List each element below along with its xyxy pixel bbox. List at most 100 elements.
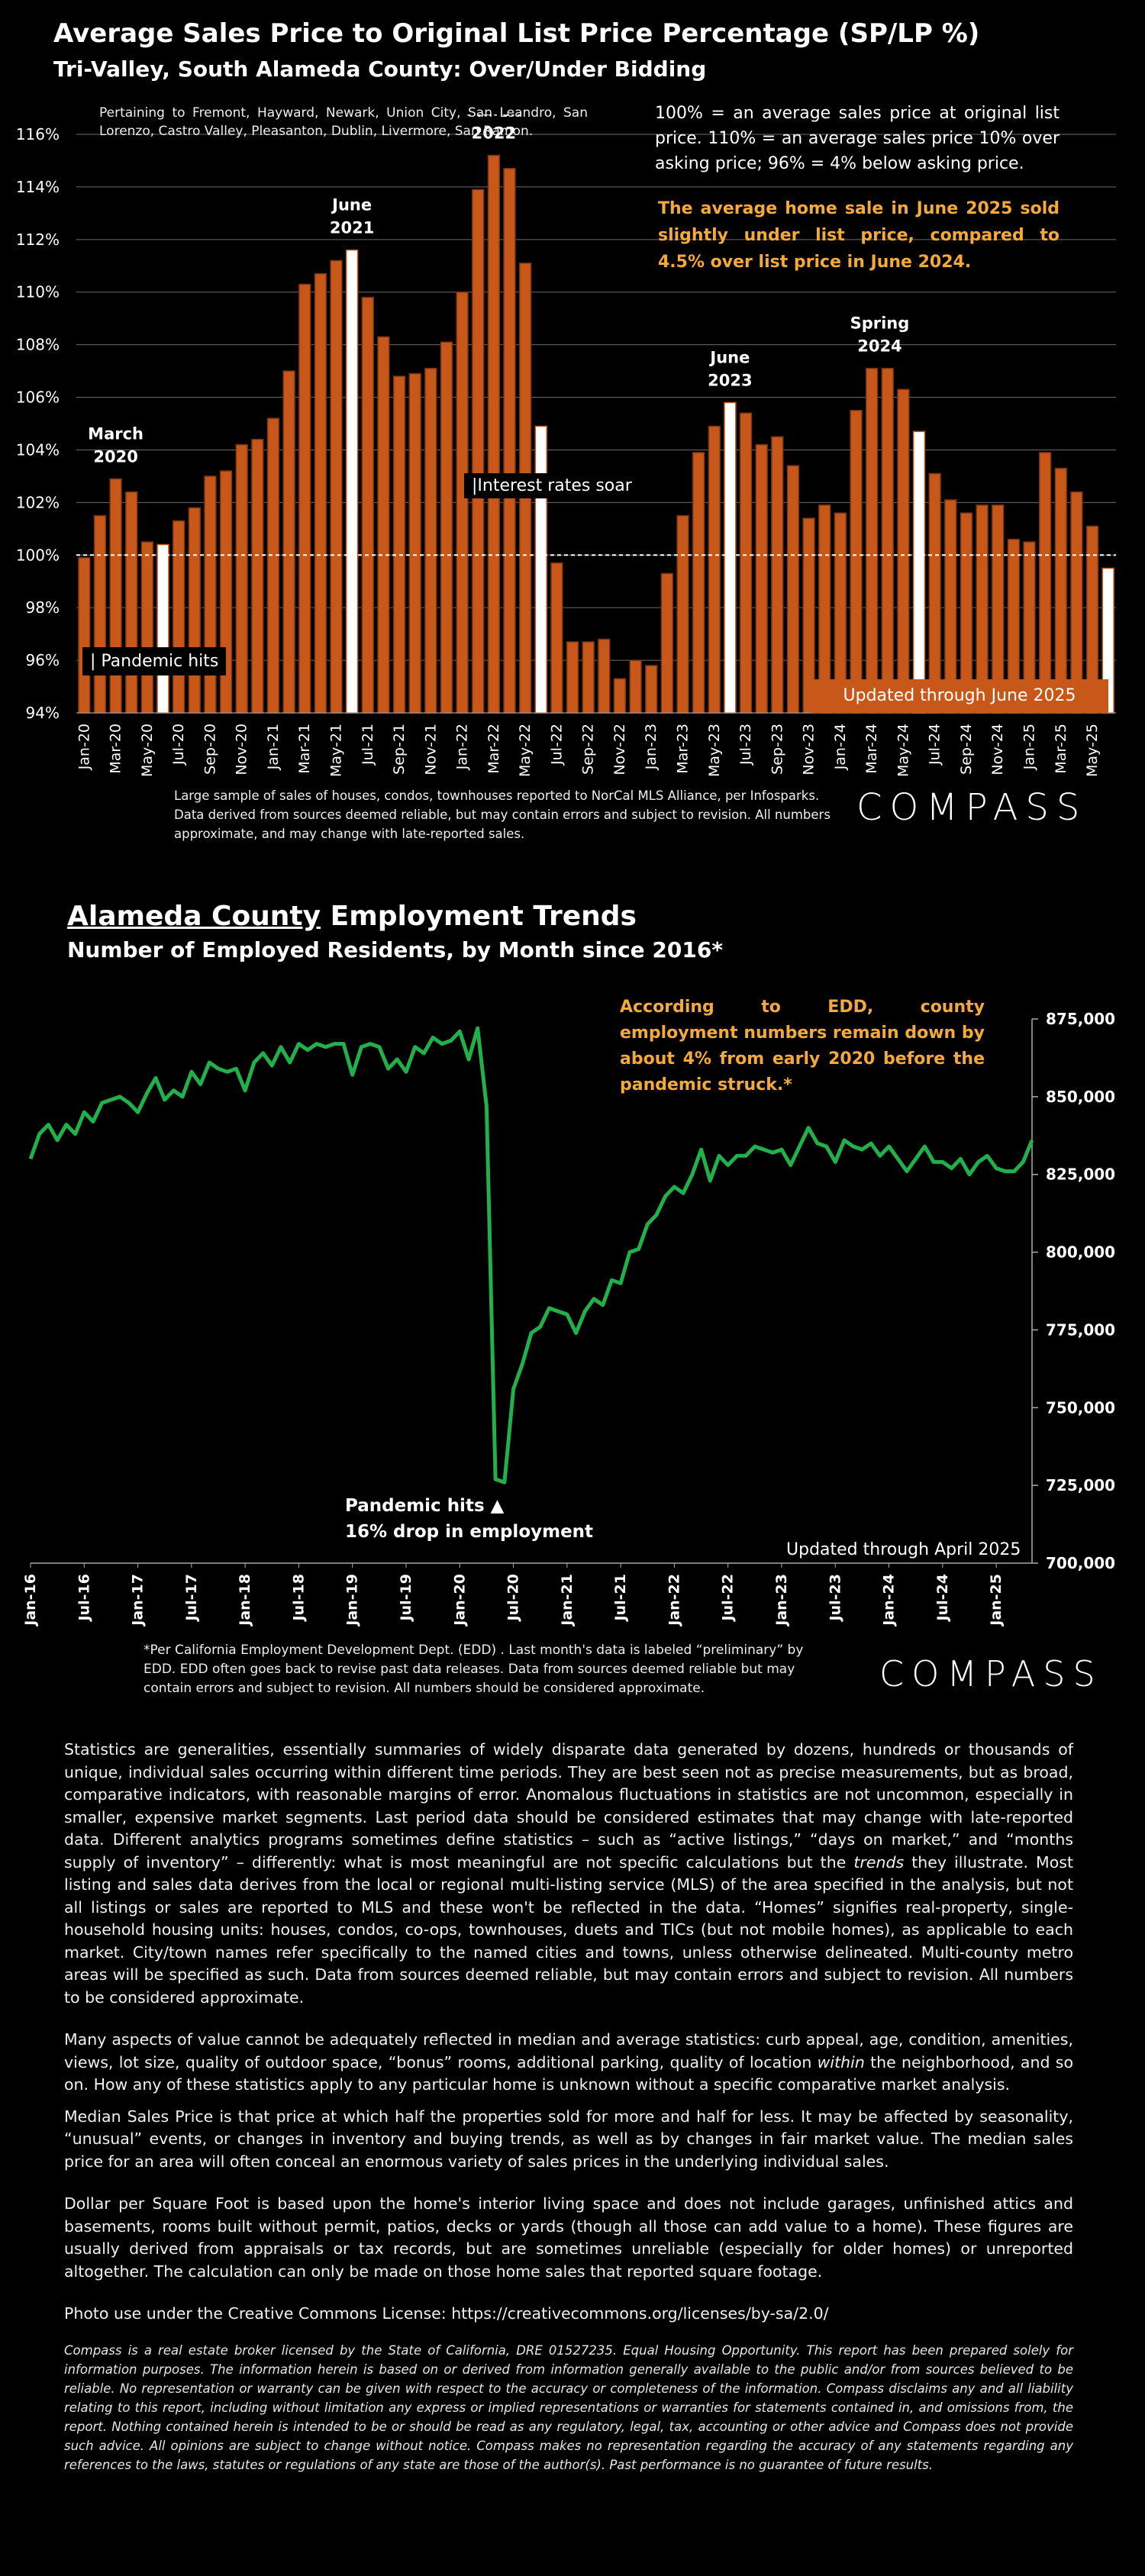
chart1-source: Large sample of sales of houses, condos,… (174, 788, 831, 841)
x-tick-label: Mar-21 (296, 724, 313, 774)
explainer-note: 100% = an average sales price at origina… (655, 104, 1060, 173)
peak-label-line1: June (708, 348, 750, 366)
bar-Aug-23 (755, 443, 768, 714)
sp-lp-bar-chart: 94% 96% 98% 100% 102% 104% 106% 108% 110% 112% 114… (16, 114, 1116, 777)
x-tick-label: Jul-19 (398, 1574, 414, 1622)
peak-label: Spring 2024 (850, 314, 910, 356)
bar-Jun-24 (912, 430, 926, 714)
bar-Feb-20 (93, 514, 107, 714)
bar-Feb-24 (850, 410, 863, 714)
disclaimer-p2-a: Many aspects of value cannot be adequate… (64, 2030, 1073, 2071)
peak-label-line1: March (466, 114, 521, 120)
x-tick-label: Jul-23 (737, 724, 754, 766)
bar-May-24 (897, 388, 910, 714)
updated-label-1: Updated through June 2025 (843, 686, 1076, 705)
y-tick-label: 114% (16, 178, 60, 196)
bar-Jun-22 (534, 425, 547, 714)
bar-Apr-22 (503, 168, 516, 714)
bar-Feb-23 (660, 572, 674, 714)
bar-Mar-25 (1054, 467, 1067, 714)
x-tick-label: Sep-21 (391, 724, 408, 775)
bar-Oct-23 (786, 465, 800, 714)
x-tick-label: Mar-25 (1053, 724, 1069, 774)
x-tick-label: Jul-24 (934, 1574, 951, 1622)
peak-label: June 2021 (330, 196, 374, 237)
bar-Nov-20 (235, 443, 248, 714)
pandemic-label-2b: 16% drop in employment (345, 1522, 594, 1542)
y-tick-label: 116% (16, 125, 60, 143)
highlight-note-text: The average home sale in June 2025 sold … (658, 199, 1060, 272)
x-tick-label: Jan-16 (22, 1574, 39, 1627)
bar-Jun-23 (724, 401, 737, 714)
bar-Sep-22 (582, 641, 595, 714)
x-tick-label: Jan-23 (773, 1574, 790, 1627)
x-tick-label: Nov-23 (801, 724, 818, 775)
disclaimer-p5[interactable]: Photo use under the Creative Commons Lic… (64, 2304, 829, 2323)
x-tick-label: May-20 (139, 724, 156, 777)
disclaimer-p1-a: Statistics are generalities, essentially… (64, 1740, 1073, 1872)
x-tick-label: Jan-20 (451, 1574, 468, 1627)
pandemic-label-2a: Pandemic hits ▲ (345, 1496, 505, 1516)
pertaining-note: Pertaining to Fremont, Hayward, Newark, … (99, 105, 588, 139)
bar-Mar-22 (487, 154, 501, 714)
updated-annotation-2: Updated through April 2025 (786, 1540, 1021, 1559)
bar-Jan-23 (645, 665, 658, 714)
bar-Aug-20 (188, 507, 201, 714)
x-tick-label: Jan-25 (988, 1574, 1005, 1627)
bar-Nov-22 (613, 678, 627, 714)
disclaimer-p2: Many aspects of value cannot be adequate… (64, 2029, 1073, 2097)
peak-label: June 2023 (708, 348, 752, 389)
disclaimer-p3: Median Sales Price is that price at whic… (64, 2107, 1073, 2171)
bar-Feb-22 (472, 189, 485, 714)
legal-fine-print: Compass is a real estate broker licensed… (64, 2342, 1073, 2472)
bar-Jun-21 (345, 249, 359, 714)
bar-Sep-23 (771, 436, 784, 714)
x-tick-label: Sep-23 (769, 724, 785, 775)
y-tick-label: 800,000 (1046, 1243, 1115, 1262)
x-tick-label: Mar-24 (863, 724, 880, 774)
disclaimer-p1-em: trends (853, 1852, 905, 1872)
chart1-title: Average Sales Price to Original List Pri… (53, 18, 980, 49)
pandemic-annotation-2: Pandemic hits ▲ 16% drop in employment (345, 1493, 593, 1545)
x-tick-label: Jul-16 (76, 1574, 92, 1622)
x-tick-label: Sep-20 (202, 724, 218, 775)
peak-label-line2: 2023 (708, 371, 752, 389)
x-tick-label: Jul-17 (183, 1574, 200, 1622)
y-tick-label: 850,000 (1046, 1088, 1115, 1106)
employment-line-chart: 700,000 725,000 750,000 775,000 800,000 825,0… (22, 1010, 1115, 1627)
y-tick-label: 104% (16, 440, 60, 459)
x-tick-label: Jan-25 (1021, 724, 1038, 770)
x-tick-label: Mar-22 (485, 724, 502, 774)
x-tick-label: Jan-19 (344, 1574, 361, 1627)
x-tick-label: Jul-20 (170, 724, 187, 766)
chart1-subtitle: Tri-Valley, South Alameda County: Over/U… (53, 56, 707, 82)
x-tick-label: Jan-21 (559, 1574, 576, 1627)
bar-Dec-21 (440, 341, 453, 714)
interest-rates-label: Interest rates soar (477, 476, 632, 495)
bar-Jan-21 (266, 418, 280, 714)
disclaimer-p2-b: the neighborhood, and so on. How any of … (64, 2052, 1073, 2094)
bar-Mar-23 (676, 514, 689, 714)
y-tick-label: 750,000 (1046, 1398, 1115, 1417)
chart2-subtitle: Number of Employed Residents, by Month s… (67, 937, 723, 962)
employment-line (28, 1026, 1034, 1485)
bar-Sep-21 (392, 376, 406, 714)
x-tick-label: May-22 (517, 724, 534, 777)
peak-label-line2: 2024 (857, 337, 901, 356)
chart2-title-link[interactable]: Alameda County (67, 901, 321, 932)
y-tick-label: 700,000 (1046, 1554, 1115, 1572)
x-tick-label: Jan-23 (643, 724, 660, 770)
bar-Jul-24 (928, 472, 941, 714)
x-tick-label: Jul-21 (612, 1574, 629, 1622)
y-tick-label: 106% (16, 388, 60, 407)
interest-rates-annotation: |Interest rates soar (464, 473, 640, 498)
y-tick-label: 98% (26, 598, 60, 617)
x-tick-label: Jan-20 (76, 724, 92, 770)
x-tick-label: Jan-17 (130, 1574, 147, 1627)
bar-Dec-20 (251, 438, 264, 714)
x-tick-label: Jul-18 (290, 1574, 307, 1622)
x-tick-label: Nov-24 (989, 724, 1006, 775)
bar-Feb-21 (282, 370, 295, 714)
bar-Nov-21 (424, 367, 437, 714)
peak-label-line1: Spring (850, 314, 910, 333)
